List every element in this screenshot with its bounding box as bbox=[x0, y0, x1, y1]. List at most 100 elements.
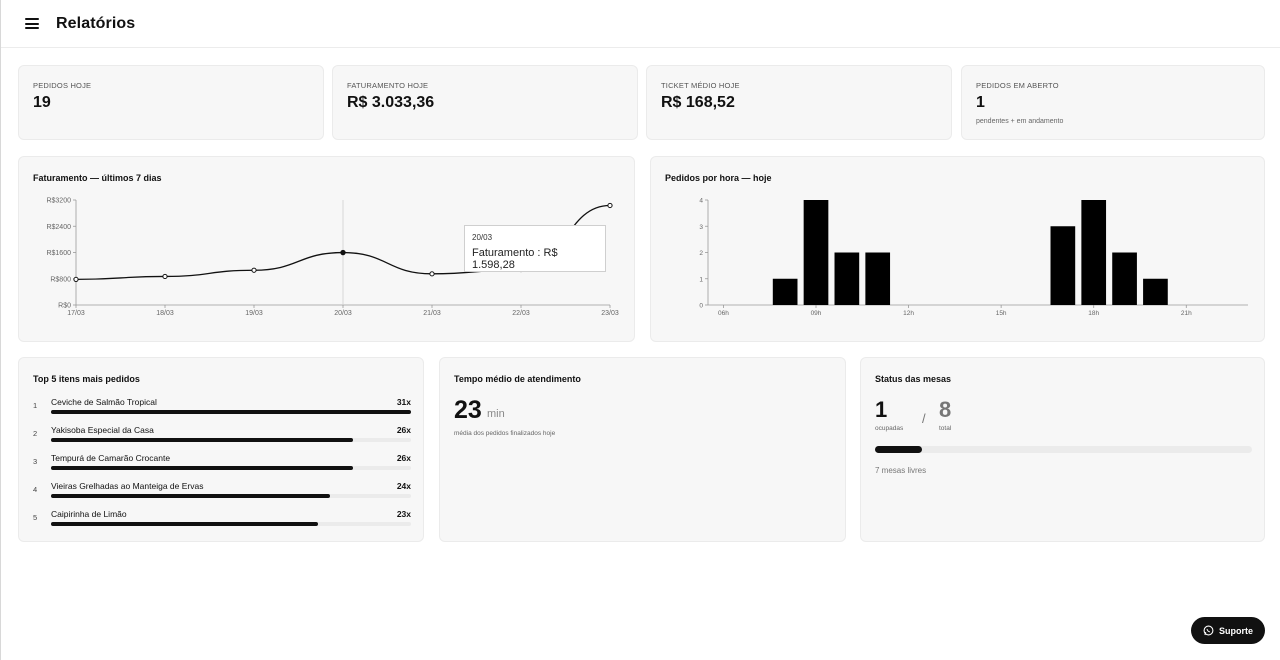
top-item-name: Vieiras Grelhadas ao Manteiga de Ervas bbox=[51, 481, 204, 491]
data-point bbox=[162, 273, 168, 280]
x-tick-label: 06h bbox=[718, 310, 729, 317]
free-tables-text: 7 mesas livres bbox=[875, 466, 927, 475]
chart-tooltip: 20/03 Faturamento : R$ 1.598,28 bbox=[464, 225, 606, 272]
x-tick-label: 19/03 bbox=[245, 310, 263, 317]
top-items-title: Top 5 itens mais pedidos bbox=[33, 374, 140, 384]
top-item-rank: 1 bbox=[33, 401, 38, 410]
top-item-rank: 3 bbox=[33, 457, 38, 466]
top-item-row: 3 Tempurá de Camarão Crocante 26x bbox=[33, 453, 411, 481]
data-point bbox=[607, 202, 613, 209]
top-item-bar bbox=[51, 522, 411, 526]
top-item-bar bbox=[51, 438, 411, 442]
x-tick-label: 18/03 bbox=[156, 310, 174, 317]
data-point bbox=[340, 249, 346, 256]
top-item-bar bbox=[51, 410, 411, 414]
top-item-bar-fill bbox=[51, 410, 411, 414]
table-status-card: Status das mesas 1 ocupadas / 8 total 7 … bbox=[860, 357, 1265, 542]
support-button-label: Suporte bbox=[1218, 625, 1253, 636]
top-item-bar-fill bbox=[51, 466, 353, 470]
occupancy-bar bbox=[875, 446, 1252, 453]
kpi-value: R$ 168,52 bbox=[661, 94, 735, 111]
menu-icon[interactable] bbox=[25, 18, 39, 29]
top-item-rank: 4 bbox=[33, 485, 38, 494]
y-tick-label: R$0 bbox=[58, 303, 71, 310]
kpi-value: 1 bbox=[976, 94, 985, 111]
bar bbox=[772, 278, 798, 305]
total-tables-label: total bbox=[939, 425, 952, 432]
top-item-row: 4 Vieiras Grelhadas ao Manteiga de Ervas 2… bbox=[33, 481, 411, 509]
top-item-count: 26x bbox=[396, 453, 411, 463]
bar bbox=[1112, 252, 1137, 305]
y-tick-label: R$800 bbox=[50, 276, 71, 283]
top-item-bar bbox=[51, 494, 411, 498]
tooltip-value: Faturamento : R$ 1.598,28 bbox=[472, 247, 558, 271]
hourly-orders-bar-chart[interactable]: 0 1 2 3 4 06h 09h 12h 15h 18h 21h bbox=[651, 157, 1266, 343]
occupied-tables-value: 1 bbox=[875, 397, 888, 422]
occupancy-bar-fill bbox=[875, 446, 923, 453]
top-items-card: Top 5 itens mais pedidos 1 Ceviche de Sal… bbox=[18, 357, 424, 542]
table-status-title: Status das mesas bbox=[875, 374, 952, 384]
top-item-name: Ceviche de Salmão Tropical bbox=[51, 397, 157, 407]
top-item-rank: 5 bbox=[33, 513, 38, 522]
bar bbox=[865, 252, 891, 305]
bar bbox=[1081, 200, 1107, 305]
revenue-chart-card: Faturamento — últimos 7 dias R$0 R$800 R$1… bbox=[18, 156, 635, 342]
kpi-subtext: pendentes + em andamento bbox=[976, 118, 1064, 125]
x-tick-label: 22/03 bbox=[512, 310, 530, 317]
kpi-label: PEDIDOS HOJE bbox=[33, 81, 92, 90]
y-tick-label: 3 bbox=[699, 224, 703, 231]
y-tick-label: R$3200 bbox=[46, 198, 71, 205]
support-button[interactable]: Suporte bbox=[1191, 617, 1265, 644]
top-item-count: 23x bbox=[396, 509, 411, 519]
top-item-name: Yakisoba Especial da Casa bbox=[51, 425, 154, 435]
kpi-label: TICKET MÉDIO HOJE bbox=[661, 81, 740, 90]
kpi-card-avg-ticket: TICKET MÉDIO HOJE R$ 168,52 bbox=[646, 65, 952, 140]
whatsapp-icon bbox=[1203, 625, 1214, 636]
kpi-value: R$ 3.033,36 bbox=[347, 94, 435, 111]
top-item-bar-fill bbox=[51, 438, 353, 442]
y-tick-label: 1 bbox=[699, 276, 703, 283]
kpi-label: PEDIDOS EM ABERTO bbox=[976, 81, 1059, 90]
top-item-bar bbox=[51, 466, 411, 470]
top-bar: Relatórios bbox=[1, 0, 1280, 48]
y-tick-label: R$2400 bbox=[46, 224, 71, 231]
x-tick-label: 12h bbox=[903, 310, 914, 317]
top-item-count: 26x bbox=[396, 425, 411, 435]
hourly-orders-card: Pedidos por hora — hoje 0 1 2 3 4 06h 09h 12h 15… bbox=[650, 156, 1265, 342]
bar bbox=[803, 200, 829, 305]
top-item-rank: 2 bbox=[33, 429, 38, 438]
page-title: Relatórios bbox=[56, 14, 136, 32]
avg-time-note: média dos pedidos finalizados hoje bbox=[454, 430, 556, 437]
occupied-tables-label: ocupadas bbox=[875, 425, 904, 432]
avg-time-unit: min bbox=[487, 408, 505, 420]
tables-separator: / bbox=[922, 411, 926, 426]
top-item-name: Caipirinha de Limão bbox=[51, 509, 127, 519]
top-item-bar-fill bbox=[51, 522, 319, 526]
x-tick-label: 20/03 bbox=[334, 310, 352, 317]
x-tick-label: 21/03 bbox=[423, 310, 441, 317]
x-tick-label: 17/03 bbox=[67, 310, 85, 317]
avg-time-title: Tempo médio de atendimento bbox=[454, 374, 581, 384]
x-tick-label: 09h bbox=[811, 310, 822, 317]
total-tables-value: 8 bbox=[939, 397, 952, 422]
x-tick-label: 23/03 bbox=[601, 310, 619, 317]
hourly-orders-title: Pedidos por hora — hoje bbox=[665, 173, 772, 183]
bar bbox=[1050, 226, 1076, 305]
avg-time-card: Tempo médio de atendimento 23 min média … bbox=[439, 357, 846, 542]
top-item-name: Tempurá de Camarão Crocante bbox=[51, 453, 171, 463]
revenue-chart-title: Faturamento — últimos 7 dias bbox=[33, 173, 162, 183]
top-item-row: 2 Yakisoba Especial da Casa 26x bbox=[33, 425, 411, 453]
y-tick-label: 2 bbox=[699, 250, 703, 257]
top-item-count: 31x bbox=[396, 397, 411, 407]
bar bbox=[834, 252, 860, 305]
bar bbox=[1143, 278, 1168, 305]
x-tick-label: 18h bbox=[1088, 310, 1099, 317]
top-item-count: 24x bbox=[396, 481, 411, 491]
kpi-label: FATURAMENTO HOJE bbox=[347, 81, 429, 90]
y-tick-label: R$1600 bbox=[46, 250, 71, 257]
y-tick-label: 0 bbox=[699, 303, 703, 310]
top-item-row: 1 Ceviche de Salmão Tropical 31x bbox=[33, 397, 411, 425]
top-item-bar-fill bbox=[51, 494, 330, 498]
kpi-value: 19 bbox=[33, 94, 51, 111]
kpi-card-revenue-today: FATURAMENTO HOJE R$ 3.033,36 bbox=[332, 65, 638, 140]
